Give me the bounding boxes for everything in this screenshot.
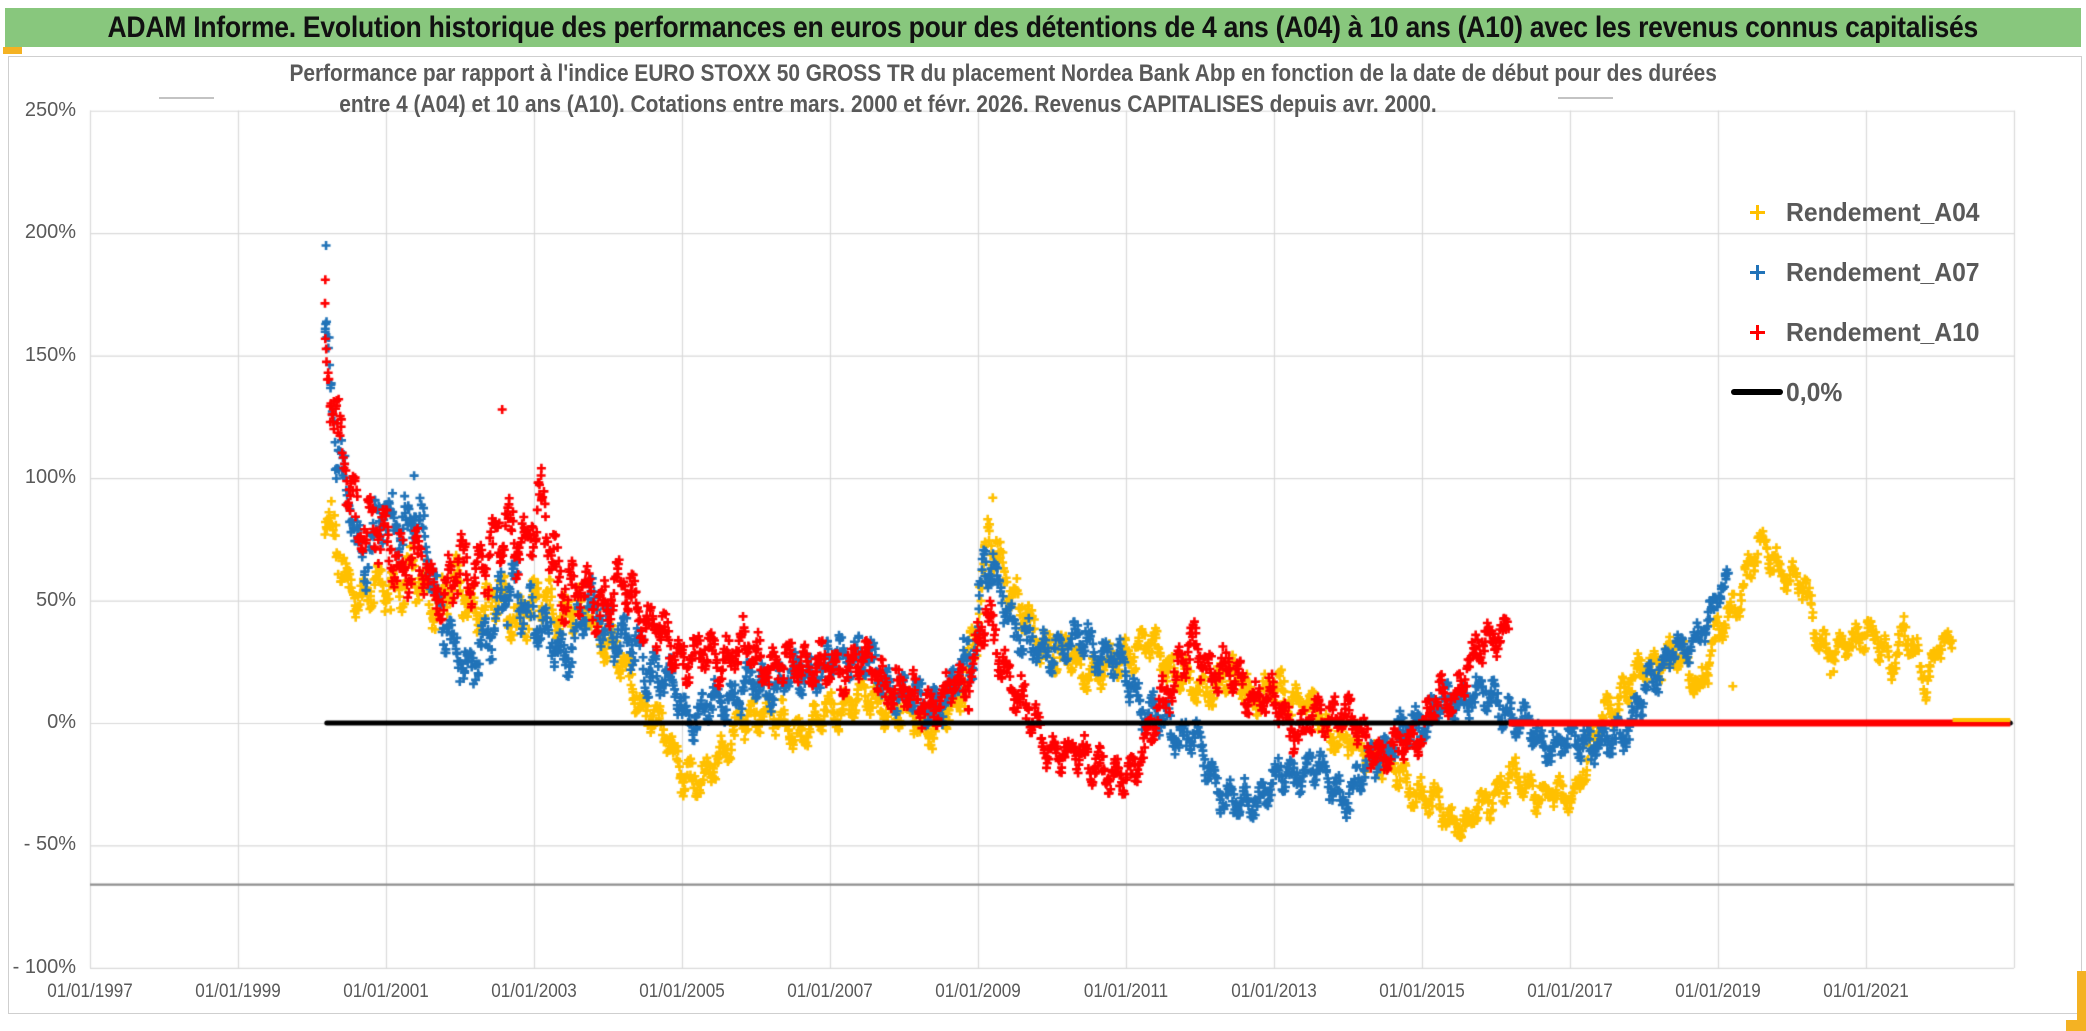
x-axis-tick-label: 01/01/2013 <box>1231 981 1317 1002</box>
legend-marker-cell <box>1728 204 1786 220</box>
x-axis-tick-label: 01/01/2015 <box>1379 981 1465 1002</box>
x-axis-tick-label: 01/01/2003 <box>491 981 577 1002</box>
legend-item: Rendement_A07 <box>1728 242 1990 302</box>
chart-subtitle: Performance par rapport à l'indice EURO … <box>200 58 1717 120</box>
legend-plus-marker-icon <box>1749 324 1765 340</box>
legend-item: Rendement_A04 <box>1728 182 1990 242</box>
y-axis-tick-label: 50% <box>35 588 76 611</box>
x-axis-tick-label: 01/01/1999 <box>195 981 281 1002</box>
legend-marker-cell <box>1728 389 1786 395</box>
y-axis-tick-label: - 100% <box>12 955 76 978</box>
legend-line-swatch-icon <box>1731 389 1783 395</box>
chart-subtitle-line-1: Performance par rapport à l'indice EURO … <box>289 60 1717 87</box>
page-title: ADAM Informe. Evolution historique des p… <box>107 10 1979 44</box>
orange-accent-bottom-right <box>2077 971 2086 1031</box>
legend-marker-cell <box>1728 264 1786 280</box>
legend-label: Rendement_A04 <box>1786 196 1980 227</box>
orange-accent-top-left <box>3 47 22 54</box>
x-axis-tick-label: 01/01/2017 <box>1527 981 1613 1002</box>
x-axis-tick-label: 01/01/2005 <box>639 981 725 1002</box>
legend-label: Rendement_A07 <box>1786 256 1980 287</box>
x-axis-tick-label: 01/01/2009 <box>935 981 1021 1002</box>
legend: Rendement_A04 Rendement_A07 Rendement_A10 0… <box>1728 182 1990 422</box>
legend-plus-marker-icon <box>1749 204 1765 220</box>
subtitle-right-rule <box>1558 97 1613 99</box>
y-axis-tick-label: 200% <box>24 221 76 244</box>
legend-plus-marker-icon <box>1749 264 1765 280</box>
legend-label: Rendement_A10 <box>1786 316 1980 347</box>
y-axis-tick-label: 100% <box>24 466 76 489</box>
legend-item: 0,0% <box>1728 362 1990 422</box>
y-axis-tick-label: - 50% <box>23 833 76 856</box>
legend-label: 0,0% <box>1786 376 1843 407</box>
orange-accent-bottom-right-foot <box>2066 1020 2086 1031</box>
y-axis-tick-label: 0% <box>47 711 76 733</box>
y-axis-tick-label: 150% <box>24 343 76 366</box>
x-axis-tick-label: 01/01/2011 <box>1083 981 1169 1002</box>
chart-subtitle-line-2: entre 4 (A04) et 10 ans (A10). Cotations… <box>339 91 1437 118</box>
title-bar: ADAM Informe. Evolution historique des p… <box>5 8 2081 47</box>
x-axis-tick-label: 01/01/1997 <box>47 981 133 1002</box>
subtitle-left-rule <box>159 97 214 99</box>
x-axis-tick-label: 01/01/2021 <box>1823 981 1909 1002</box>
y-axis-tick-label: 250% <box>24 98 76 121</box>
x-axis-tick-label: 01/01/2007 <box>787 981 873 1002</box>
x-axis-tick-label: 01/01/2019 <box>1675 981 1761 1002</box>
legend-item: Rendement_A10 <box>1728 302 1990 362</box>
legend-marker-cell <box>1728 324 1786 340</box>
x-axis-tick-label: 01/01/2001 <box>343 981 429 1002</box>
